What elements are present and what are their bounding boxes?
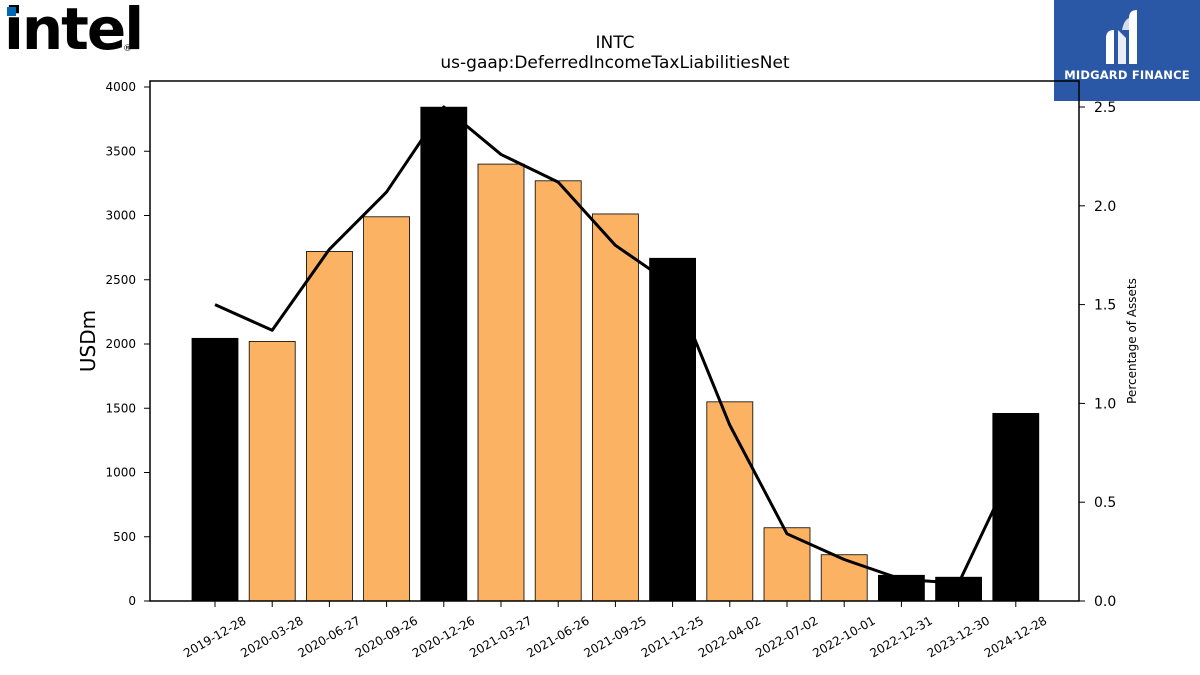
y2-tick-label-0.5: 0.5 bbox=[1094, 495, 1116, 511]
bar-2021-12-25 bbox=[649, 257, 696, 602]
x-tick-label-2022-12-31: 2022-12-31 bbox=[867, 613, 934, 660]
bar-2020-03-28 bbox=[248, 341, 296, 602]
intel-logo: intel bbox=[4, 0, 144, 58]
midgard-logo-text: MIDGARD FINANCE bbox=[1064, 68, 1190, 82]
plot-frame bbox=[149, 80, 1080, 602]
intel-registered-mark: ® bbox=[123, 44, 132, 54]
x-tick-label-2019-12-28: 2019-12-28 bbox=[181, 613, 248, 660]
y-axis-left: 0 500 1000 1500 2000 2500 3000 3500 4000 bbox=[105, 80, 150, 608]
y-tick-label-3000: 3000 bbox=[105, 209, 136, 223]
bar-2020-09-26 bbox=[363, 216, 411, 602]
y-tick-label-1500: 1500 bbox=[105, 401, 136, 415]
x-tick-label-2021-09-25: 2021-09-25 bbox=[581, 613, 648, 660]
x-tick-label-2024-12-28: 2024-12-28 bbox=[982, 613, 1049, 660]
y2-tick-label-0.0: 0.0 bbox=[1094, 594, 1116, 610]
x-tick-label-2021-03-27: 2021-03-27 bbox=[467, 613, 534, 660]
x-tick-label-2022-07-02: 2022-07-02 bbox=[753, 613, 820, 660]
y2-axis-label: Percentage of Assets bbox=[1125, 278, 1139, 404]
bar-2020-06-27 bbox=[305, 251, 353, 602]
y-tick-label-2500: 2500 bbox=[105, 273, 136, 287]
midgard-logo-icon bbox=[1106, 10, 1137, 64]
y-tick-label-4000: 4000 bbox=[105, 80, 136, 94]
x-tick-label-2020-12-26: 2020-12-26 bbox=[410, 613, 477, 660]
bar-2022-04-02 bbox=[706, 401, 754, 602]
x-tick-label-2021-12-25: 2021-12-25 bbox=[639, 613, 706, 660]
y-tick-label-2000: 2000 bbox=[105, 337, 136, 351]
y-tick-label-0: 0 bbox=[128, 594, 136, 608]
bar-2019-12-28 bbox=[191, 337, 239, 602]
x-tick-label-2020-09-26: 2020-09-26 bbox=[353, 613, 420, 660]
intel-logo-text: intel bbox=[4, 0, 144, 63]
x-tick-label-2023-12-30: 2023-12-30 bbox=[925, 613, 992, 660]
bar-2021-03-27 bbox=[477, 163, 525, 602]
bar-2022-10-01 bbox=[820, 554, 868, 602]
x-tick-label-2021-06-26: 2021-06-26 bbox=[524, 613, 591, 660]
y-axis-right: 0.0 0.5 1.0 1.5 2.0 2.5 bbox=[1079, 100, 1116, 610]
x-tick-label-2020-03-28: 2020-03-28 bbox=[238, 613, 305, 660]
y-axis-label: USDm bbox=[76, 310, 100, 372]
y-tick-label-1000: 1000 bbox=[105, 466, 136, 480]
y2-tick-label-2.5: 2.5 bbox=[1094, 100, 1116, 116]
bar-2022-07-02 bbox=[763, 527, 811, 602]
chart-title: INTC bbox=[596, 33, 635, 53]
x-tick-label-2020-06-27: 2020-06-27 bbox=[295, 613, 362, 660]
x-tick-label-2022-10-01: 2022-10-01 bbox=[810, 613, 877, 660]
y-tick-label-3500: 3500 bbox=[105, 144, 136, 158]
y2-tick-label-2.0: 2.0 bbox=[1094, 199, 1116, 215]
bar-2020-12-26 bbox=[420, 106, 468, 602]
intel-logo-dot bbox=[7, 7, 16, 16]
bar-2024-12-28 bbox=[992, 412, 1040, 602]
chart-subtitle: us-gaap:DeferredIncomeTaxLiabilitiesNet bbox=[440, 53, 790, 73]
percentage-of-assets-line bbox=[214, 105, 1018, 585]
y2-tick-label-1.0: 1.0 bbox=[1094, 396, 1116, 412]
x-axis: 2019-12-282020-03-282020-06-272020-09-26… bbox=[181, 601, 1049, 660]
bar-2021-06-26 bbox=[534, 180, 582, 602]
x-tick-label-2022-04-02: 2022-04-02 bbox=[696, 613, 763, 660]
line-layer bbox=[214, 105, 1018, 585]
y2-tick-label-1.5: 1.5 bbox=[1094, 298, 1116, 314]
bar-2021-09-25 bbox=[592, 213, 639, 602]
bars-layer bbox=[191, 106, 1040, 602]
y-tick-label-500: 500 bbox=[113, 530, 136, 544]
